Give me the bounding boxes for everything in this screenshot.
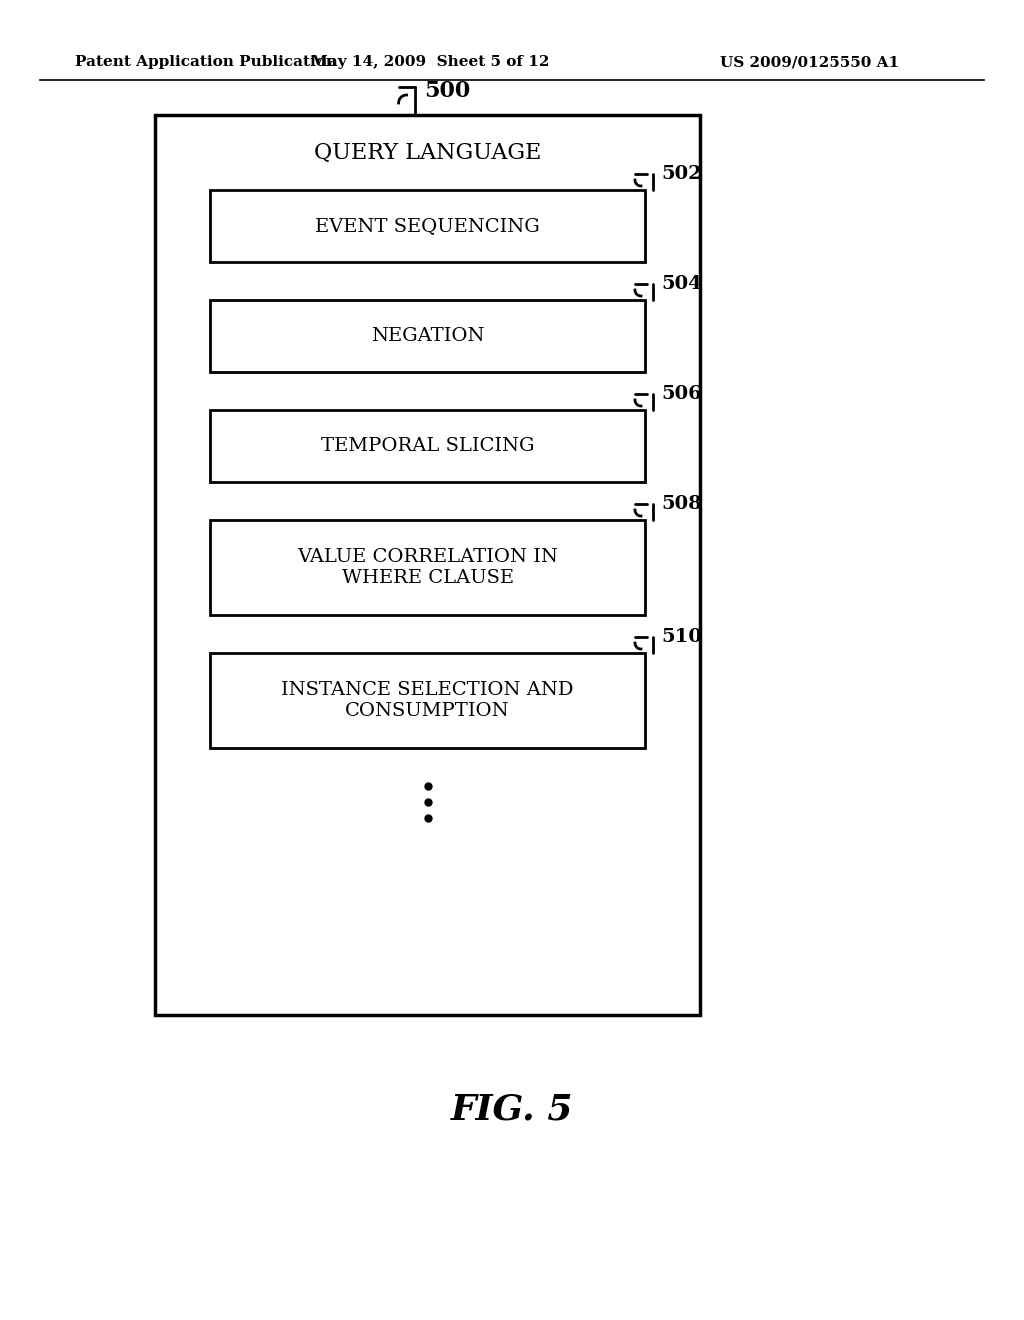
Text: FIG. 5: FIG. 5	[451, 1093, 573, 1127]
Text: VALUE CORRELATION IN
WHERE CLAUSE: VALUE CORRELATION IN WHERE CLAUSE	[297, 548, 558, 587]
Text: TEMPORAL SLICING: TEMPORAL SLICING	[321, 437, 535, 455]
Text: 502: 502	[662, 165, 701, 183]
Text: QUERY LANGUAGE: QUERY LANGUAGE	[313, 143, 542, 164]
Text: 500: 500	[425, 81, 471, 102]
Text: 506: 506	[662, 385, 701, 403]
Text: NEGATION: NEGATION	[371, 327, 484, 345]
Bar	[210, 300, 645, 372]
Text: INSTANCE SELECTION AND
CONSUMPTION: INSTANCE SELECTION AND CONSUMPTION	[282, 681, 573, 719]
Bar	[210, 411, 645, 482]
Bar	[155, 115, 700, 1015]
Bar	[210, 520, 645, 615]
Text: 510: 510	[662, 628, 701, 645]
Text: EVENT SEQUENCING: EVENT SEQUENCING	[315, 216, 540, 235]
Text: 504: 504	[662, 275, 701, 293]
Bar	[210, 190, 645, 261]
Bar	[210, 653, 645, 748]
Text: May 14, 2009  Sheet 5 of 12: May 14, 2009 Sheet 5 of 12	[311, 55, 549, 69]
Text: Patent Application Publication: Patent Application Publication	[75, 55, 337, 69]
Text: US 2009/0125550 A1: US 2009/0125550 A1	[720, 55, 899, 69]
Text: 508: 508	[662, 495, 701, 513]
